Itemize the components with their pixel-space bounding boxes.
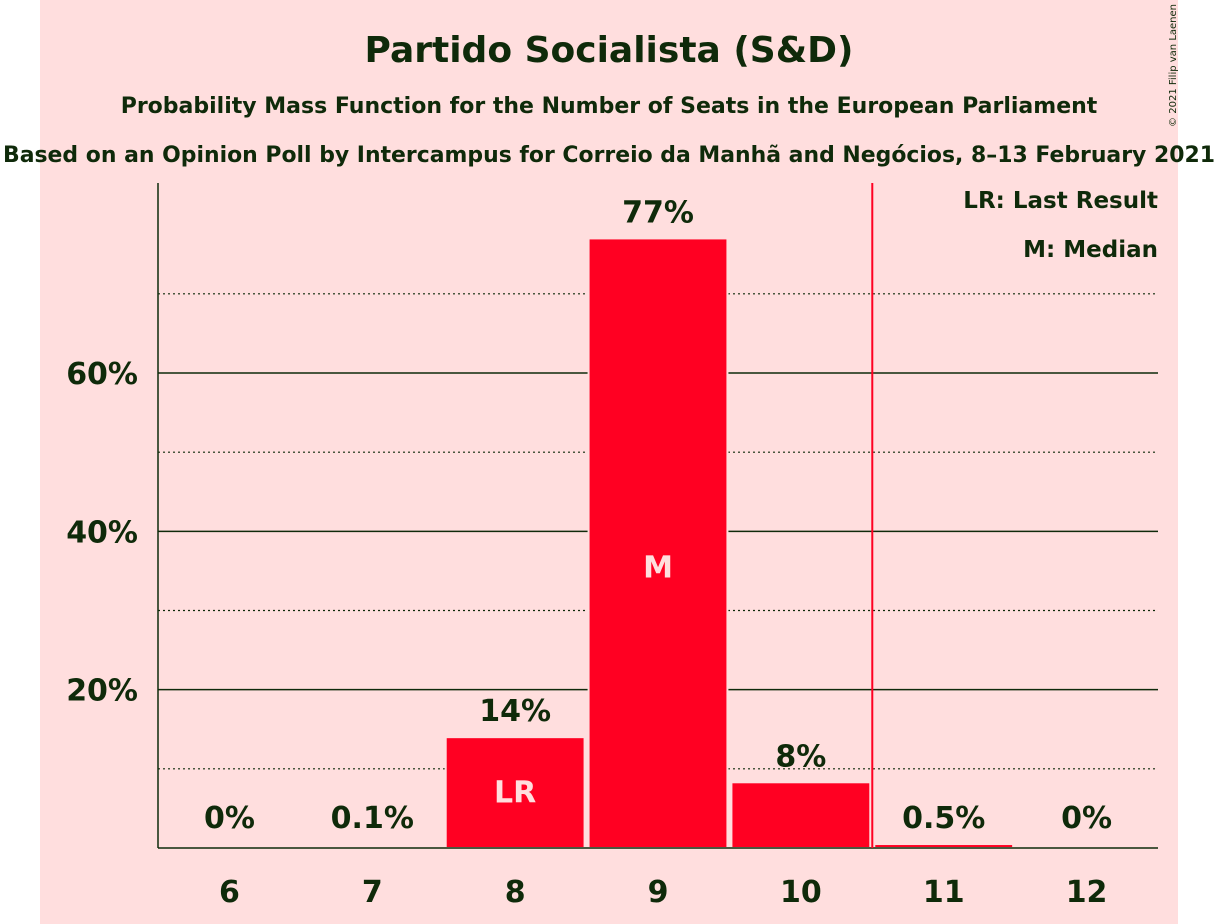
bar-value-label-7: 0.1% (331, 801, 414, 836)
bar-value-label-6: 0% (204, 801, 255, 836)
bar-marker-lr: LR (494, 776, 536, 811)
y-axis-ticks: 20% 40% 60% (66, 357, 138, 709)
x-tick-label: 6 (219, 875, 240, 910)
bar-9 (587, 237, 729, 849)
x-tick-label: 9 (648, 875, 669, 910)
bar-value-label-8: 14% (479, 694, 551, 729)
bar-value-label-11: 0.5% (902, 801, 985, 836)
y-tick-label: 40% (66, 515, 138, 550)
x-tick-label: 8 (505, 875, 526, 910)
x-tick-label: 12 (1066, 875, 1108, 910)
x-tick-label: 11 (923, 875, 965, 910)
bar-value-label-9: 77% (622, 195, 694, 230)
x-tick-label: 7 (362, 875, 383, 910)
bar-labels: 0% 0.1% 14% LR 77% M 8% 0.5% 0% (204, 195, 1112, 836)
bar-value-label-10: 8% (775, 739, 826, 774)
legend-last-result: LR: Last Result (963, 188, 1158, 214)
copyright-notice: © 2021 Filip van Laenen (1168, 4, 1179, 127)
y-tick-label: 60% (66, 357, 138, 392)
x-axis-ticks: 6 7 8 9 10 11 12 (219, 875, 1107, 910)
bar-value-label-12: 0% (1061, 801, 1112, 836)
chart-title: Partido Socialista (S&D) (365, 30, 854, 71)
chart-subtitle: Probability Mass Function for the Number… (121, 94, 1098, 119)
y-tick-label: 20% (66, 674, 138, 709)
bars (301, 237, 1015, 850)
bar-marker-m: M (643, 551, 673, 586)
bar-8 (444, 736, 586, 850)
x-tick-label: 10 (780, 875, 822, 910)
bar-10 (730, 781, 872, 850)
legend-median: M: Median (1023, 237, 1158, 263)
chart-source: Based on an Opinion Poll by Intercampus … (3, 143, 1215, 168)
